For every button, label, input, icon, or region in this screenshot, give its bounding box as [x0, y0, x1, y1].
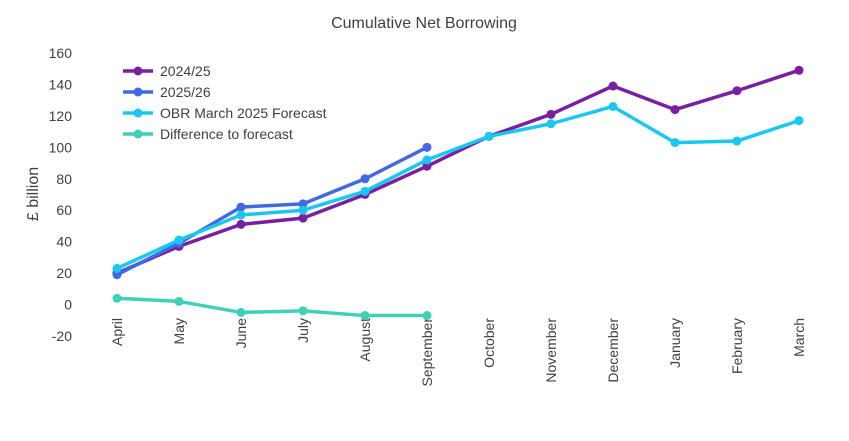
series-group	[112, 65, 804, 278]
y-tick-label: 160	[49, 45, 73, 61]
legend-label: OBR March 2025 Forecast	[160, 105, 327, 121]
data-point	[360, 174, 370, 184]
legend-swatch-marker	[133, 87, 143, 97]
data-point	[236, 202, 246, 212]
series-line	[115, 145, 429, 277]
data-point	[422, 161, 432, 171]
data-point	[732, 86, 742, 96]
data-point	[298, 213, 308, 223]
legend-item: 2024/25	[123, 63, 211, 79]
data-point	[112, 263, 122, 273]
data-point	[360, 311, 370, 321]
legend-item: OBR March 2025 Forecast	[123, 105, 327, 121]
data-point	[670, 105, 680, 115]
series-layer	[112, 65, 804, 321]
y-tick-label: 100	[49, 139, 73, 155]
x-axis-ticks: April May June July August September October No…	[109, 318, 807, 387]
y-tick-label: 0	[64, 297, 72, 313]
legend-item: 2025/26	[123, 84, 211, 100]
data-point	[608, 101, 618, 111]
x-tick-label: June	[233, 318, 249, 349]
y-tick-label: 40	[56, 234, 72, 250]
x-tick-label: October	[481, 318, 497, 368]
legend-swatch-marker	[133, 129, 143, 139]
data-point	[298, 205, 308, 215]
data-point	[236, 307, 246, 317]
x-tick-label: January	[667, 318, 683, 368]
legend-swatch-marker	[133, 66, 143, 76]
legend-swatch-marker	[133, 108, 143, 118]
legend: 2024/25 2025/26 OBR March 2025 Forecast Dif…	[123, 63, 327, 142]
x-tick-label: July	[295, 318, 311, 343]
data-point	[794, 116, 804, 126]
x-tick-label: March	[791, 318, 807, 357]
series-line	[115, 296, 429, 318]
legend-label: 2025/26	[160, 84, 211, 100]
chart-title: Cumulative Net Borrowing	[331, 15, 517, 32]
y-tick-label: 120	[49, 108, 73, 124]
series-group	[112, 293, 432, 321]
y-tick-label: 80	[56, 171, 72, 187]
series-line	[115, 68, 801, 275]
data-point	[298, 199, 308, 209]
data-point	[236, 210, 246, 220]
x-tick-label: December	[605, 318, 621, 383]
data-point	[422, 155, 432, 165]
data-point	[174, 296, 184, 306]
data-point	[546, 109, 556, 119]
y-tick-label: 20	[56, 265, 72, 281]
series-line	[115, 104, 801, 271]
data-point	[422, 142, 432, 152]
y-tick-label: 60	[56, 202, 72, 218]
data-point	[422, 311, 432, 321]
y-tick-label: 140	[49, 76, 73, 92]
data-point	[794, 65, 804, 75]
data-point	[174, 235, 184, 245]
x-tick-label: September	[419, 318, 435, 387]
data-point	[732, 136, 742, 146]
data-point	[236, 219, 246, 229]
legend-item: Difference to forecast	[123, 126, 293, 142]
data-point	[608, 81, 618, 91]
data-point	[484, 131, 494, 141]
x-tick-label: April	[109, 318, 125, 346]
y-tick-label: -20	[52, 328, 72, 344]
x-tick-label: May	[171, 318, 187, 344]
legend-label: 2024/25	[160, 63, 211, 79]
y-axis-label: £ billion	[25, 167, 42, 221]
y-axis-ticks: -20 0 20 40 60 80 100 120 140 160	[49, 45, 73, 344]
x-tick-label: August	[357, 318, 373, 362]
data-point	[112, 293, 122, 303]
data-point	[112, 270, 122, 280]
legend-label: Difference to forecast	[160, 126, 293, 142]
x-tick-label: November	[543, 318, 559, 383]
data-point	[670, 138, 680, 148]
data-point	[298, 306, 308, 316]
series-group	[112, 101, 804, 273]
data-point	[546, 119, 556, 129]
data-point	[360, 186, 370, 196]
x-tick-label: February	[729, 318, 745, 374]
